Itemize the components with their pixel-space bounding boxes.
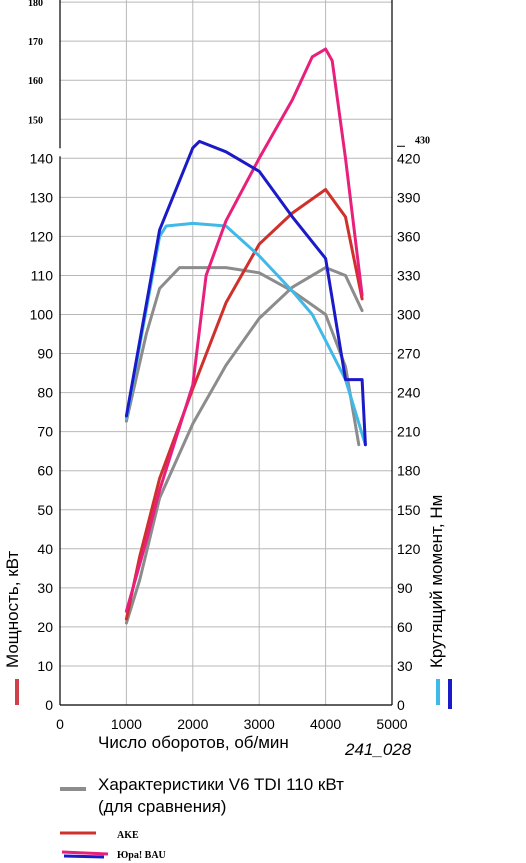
chart-legend: Характеристики V6 TDI 110 кВт (для сравне… (60, 775, 344, 861)
y-right-tick-label: 30 (397, 658, 413, 674)
legend-label: Характеристики V6 TDI 110 кВт (98, 775, 344, 794)
y-left-tick-label: 40 (37, 541, 53, 557)
y-right-tick-label: 150 (397, 502, 421, 518)
y-left-tick-label: 30 (37, 580, 53, 596)
y-left-tick-label: 130 (30, 189, 54, 205)
y-right-extra-tick-label: 430 (415, 135, 430, 146)
right-axis-color-marker (448, 679, 452, 709)
right-axis-color-marker (436, 679, 440, 705)
legend-swatch (61, 850, 109, 856)
y-left-tick-label: 70 (37, 424, 53, 440)
y-left-extra-tick-label: 180 (28, 0, 43, 9)
figure-code: 241_028 (344, 740, 412, 759)
y-left-tick-label: 10 (37, 658, 53, 674)
x-tick-label: 2000 (177, 716, 208, 732)
y-left-tick-label: 90 (37, 346, 53, 362)
y-right-tick-label: 60 (397, 619, 413, 635)
legend-label: Юра! BAU (117, 850, 166, 861)
series-power-line (124, 266, 364, 625)
y-axis-right-label: Крутящий момент, Нм (427, 495, 446, 668)
y-right-tick-label: 210 (397, 424, 421, 440)
y-right-tick-label: 0 (397, 697, 405, 713)
y-right-tick-label: 300 (397, 307, 421, 323)
y-left-tick-label: 0 (45, 697, 53, 713)
y-right-tick-label: 90 (397, 580, 413, 596)
y-right-tick-label: 330 (397, 267, 421, 283)
series-power-line (124, 188, 364, 621)
y-left-tick-label: 140 (30, 150, 54, 166)
x-tick-label: 1000 (111, 716, 142, 732)
x-tick-label: 4000 (310, 716, 341, 732)
y-left-tick-label: 20 (37, 619, 53, 635)
y-right-tick-label: 270 (397, 346, 421, 362)
left-axis-color-marker (15, 679, 19, 705)
x-axis-label: Число оборотов, об/мин (98, 733, 289, 752)
series-power-line (124, 47, 364, 613)
y-left-extra-tick-label: 170 (28, 37, 43, 48)
legend-swatch (63, 854, 105, 859)
legend-label: AKE (117, 830, 139, 841)
axis-break (57, 148, 63, 157)
chart-series (124, 47, 367, 625)
x-tick-label: 3000 (244, 716, 275, 732)
y-left-extra-tick-label: 160 (28, 76, 43, 87)
series-torque-line (124, 221, 367, 447)
y-right-tick-label: 360 (397, 228, 421, 244)
y-left-tick-label: 110 (31, 267, 54, 283)
y-right-tick-label: 120 (397, 541, 421, 557)
y-left-tick-label: 80 (37, 385, 53, 401)
y-left-extra-tick-label: 150 (28, 115, 43, 126)
y-right-tick-label: 420 (397, 150, 421, 166)
legend-label: (для сравнения) (98, 797, 226, 816)
chart-labels: Мощность, кВт Крутящий момент, Нм Число … (3, 495, 446, 759)
y-left-tick-label: 100 (30, 307, 54, 323)
series-torque-line (124, 139, 367, 447)
series-torque-line (124, 266, 361, 447)
x-tick-label: 0 (56, 716, 64, 732)
x-tick-label: 5000 (376, 716, 407, 732)
y-left-tick-label: 50 (37, 502, 53, 518)
y-right-tick-label: 240 (397, 385, 421, 401)
y-right-tick-label: 390 (397, 189, 421, 205)
y-left-tick-label: 60 (37, 463, 53, 479)
chart-axes: 0 1000 2000 3000 4000 50000102030405060708090… (15, 0, 452, 732)
y-axis-left-label: Мощность, кВт (3, 551, 22, 668)
y-right-tick-label: 180 (397, 463, 421, 479)
y-left-tick-label: 120 (30, 228, 54, 244)
